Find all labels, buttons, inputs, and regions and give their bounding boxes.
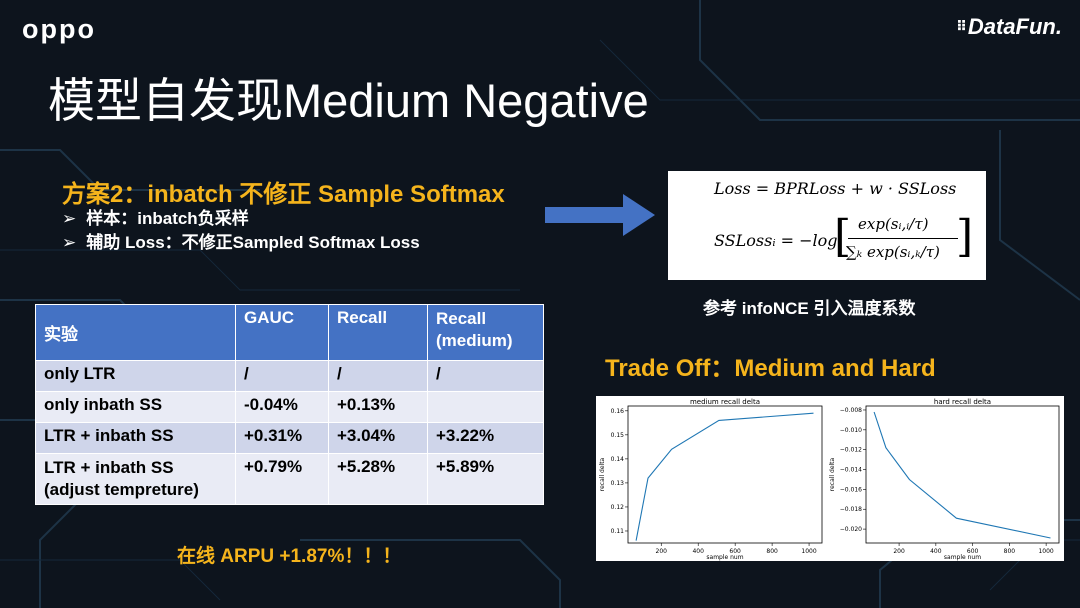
bullet-text: 辅助 Loss：不修正Sampled Softmax Loss [86,233,420,252]
cell-recall: / [328,360,428,392]
oppo-logo: oppo [22,14,96,44]
chart-title: hard recall delta [934,398,991,406]
header-experiment: 实验 [35,304,236,361]
x-tick-label: 200 [893,548,905,555]
tradeoff-heading: Trade Off：Medium and Hard [605,355,936,382]
fraction-bar [848,238,958,239]
cell-recall-medium: +5.89% [427,453,544,505]
recall-delta-charts: medium recall delta sample num recall delt… [596,396,1064,561]
y-axis-label: recall delta [599,457,606,491]
arrow-bullet-icon: ➢ [62,233,77,252]
x-axis-label: sample num [706,554,743,561]
loss-formula-box: Loss = BPRLoss + w · SSLoss SSLossᵢ = −l… [668,171,986,280]
infonce-caption: 参考 infoNCE 引入温度系数 [703,299,916,318]
cell-experiment: only inbath SS [35,391,236,423]
x-tick-label: 1000 [1038,548,1053,555]
y-tick-label: −0.016 [840,486,862,493]
x-tick-label: 400 [692,548,704,555]
formula-numerator: exp(sᵢ,ᵢ/τ) [858,215,929,233]
bullet-text: 样本：inbatch负采样 [86,209,249,228]
header-recall: Recall [328,304,428,361]
x-tick-label: 600 [967,548,979,555]
cell-recall: +5.28% [328,453,428,505]
series-line [873,411,1051,539]
plot-frame [627,405,823,544]
y-tick-label: 0.16 [611,408,625,415]
cell-experiment: LTR + inbath SS [35,422,236,454]
table-row: only LTR / / / [35,360,544,392]
y-tick-label: −0.020 [840,526,862,533]
cell-recall-medium [427,391,544,423]
bullet-list: ➢ 样本：inbatch负采样 ➢ 辅助 Loss：不修正Sampled Softm… [62,207,420,255]
table-header-row: 实验 GAUC Recall Recall (medium) [35,304,544,361]
table-row: LTR + inbath SS (adjust tempreture) +0.7… [35,453,544,505]
table-row: LTR + inbath SS +0.31% +3.04% +3.22% [35,422,544,454]
x-tick-label: 200 [656,548,668,555]
right-bracket: ] [956,211,974,262]
arpu-result: 在线 ARPU +1.87%！！！ [177,546,402,567]
slide-title: 模型自发现Medium Negative [48,74,649,127]
cell-recall: +3.04% [328,422,428,454]
x-tick-label: 600 [729,548,741,555]
datafun-logo: ⠿ DataFun. [956,14,1062,40]
y-axis-label: recall delta [829,457,836,491]
datafun-dots-icon: ⠿ [955,18,967,34]
header-recall-medium: Recall (medium) [427,304,544,361]
x-tick-label: 1000 [801,548,816,555]
cell-gauc: / [235,360,329,392]
left-bracket: [ [834,211,852,262]
y-tick-label: −0.008 [840,407,862,414]
formula-ssloss-lhs: SSLossᵢ = −log [714,231,838,250]
experiment-table: 实验 GAUC Recall Recall (medium) only LTR … [35,304,544,505]
chart-title: medium recall delta [690,398,760,406]
y-tick-label: −0.012 [840,447,862,454]
arrow-bullet-icon: ➢ [62,209,77,228]
x-tick-label: 800 [766,548,778,555]
bullet-item: ➢ 样本：inbatch负采样 [62,207,420,231]
y-tick-label: −0.018 [840,506,862,513]
y-tick-label: 0.12 [611,504,625,511]
y-tick-label: −0.010 [840,427,862,434]
cell-recall-medium: / [427,360,544,392]
y-tick-label: 0.13 [611,480,625,487]
series-line [635,412,814,541]
x-tick-label: 800 [1004,548,1016,555]
formula-denominator: ∑ₖ exp(sᵢ,ₖ/τ) [846,243,940,261]
x-axis-label: sample num [944,554,981,561]
x-tick-label: 400 [930,548,942,555]
y-tick-label: 0.15 [611,432,625,439]
datafun-logo-text: DataFun. [967,14,1062,39]
table-row: only inbath SS -0.04% +0.13% [35,391,544,423]
cell-recall-medium: +3.22% [427,422,544,454]
bullet-item: ➢ 辅助 Loss：不修正Sampled Softmax Loss [62,231,420,255]
cell-experiment: only LTR [35,360,236,392]
cell-recall: +0.13% [328,391,428,423]
plot-frame [865,405,1060,544]
cell-gauc: +0.31% [235,422,329,454]
scheme-subtitle: 方案2：inbatch 不修正 Sample Softmax [62,181,505,208]
cell-gauc: +0.79% [235,453,329,505]
cell-gauc: -0.04% [235,391,329,423]
charts-svg: medium recall delta sample num recall delt… [599,398,1060,561]
y-tick-label: 0.11 [611,528,625,535]
header-gauc: GAUC [235,304,329,361]
right-arrow-icon [545,194,655,236]
cell-experiment: LTR + inbath SS (adjust tempreture) [35,453,236,505]
y-tick-label: −0.014 [840,467,862,474]
formula-line-total-loss: Loss = BPRLoss + w · SSLoss [714,179,957,198]
y-tick-label: 0.14 [611,456,625,463]
